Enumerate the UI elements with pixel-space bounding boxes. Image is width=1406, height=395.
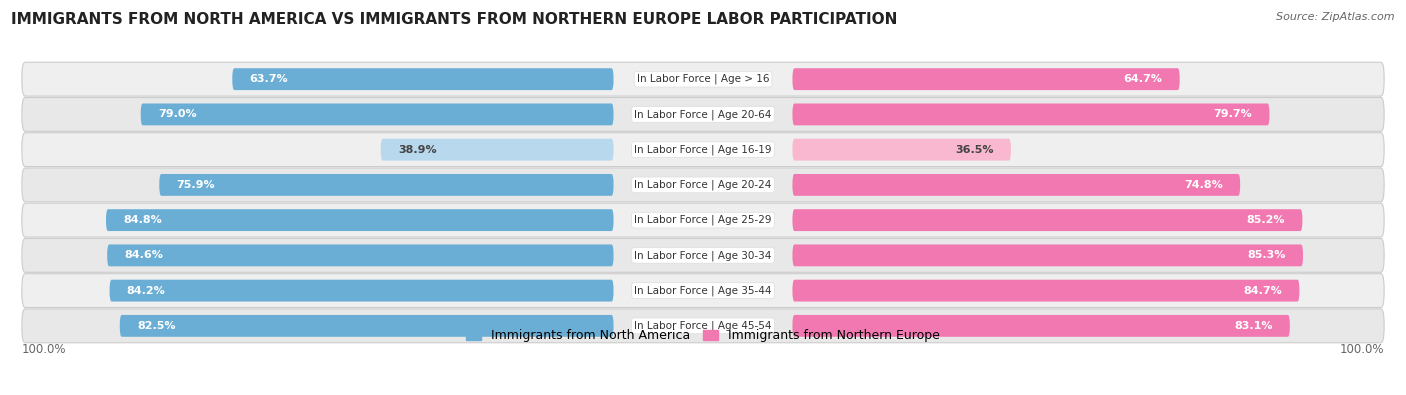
Text: 84.2%: 84.2%	[127, 286, 166, 295]
FancyBboxPatch shape	[793, 174, 1240, 196]
FancyBboxPatch shape	[107, 245, 613, 266]
Text: 84.8%: 84.8%	[124, 215, 162, 225]
Text: In Labor Force | Age 30-34: In Labor Force | Age 30-34	[634, 250, 772, 261]
Text: 85.2%: 85.2%	[1247, 215, 1285, 225]
Text: Source: ZipAtlas.com: Source: ZipAtlas.com	[1277, 12, 1395, 22]
Text: 84.7%: 84.7%	[1243, 286, 1282, 295]
FancyBboxPatch shape	[110, 280, 613, 301]
FancyBboxPatch shape	[141, 103, 613, 125]
FancyBboxPatch shape	[793, 315, 1289, 337]
Text: 84.6%: 84.6%	[124, 250, 163, 260]
FancyBboxPatch shape	[120, 315, 613, 337]
FancyBboxPatch shape	[22, 274, 1384, 308]
Text: 38.9%: 38.9%	[398, 145, 436, 155]
Text: 100.0%: 100.0%	[1340, 343, 1384, 356]
Text: IMMIGRANTS FROM NORTH AMERICA VS IMMIGRANTS FROM NORTHERN EUROPE LABOR PARTICIPA: IMMIGRANTS FROM NORTH AMERICA VS IMMIGRA…	[11, 12, 897, 27]
Text: 79.7%: 79.7%	[1213, 109, 1253, 119]
FancyBboxPatch shape	[105, 209, 613, 231]
FancyBboxPatch shape	[232, 68, 613, 90]
FancyBboxPatch shape	[793, 209, 1302, 231]
FancyBboxPatch shape	[793, 280, 1299, 301]
FancyBboxPatch shape	[22, 309, 1384, 343]
Legend: Immigrants from North America, Immigrants from Northern Europe: Immigrants from North America, Immigrant…	[461, 324, 945, 347]
Text: 100.0%: 100.0%	[22, 343, 66, 356]
FancyBboxPatch shape	[793, 139, 1011, 161]
Text: 36.5%: 36.5%	[955, 145, 994, 155]
Text: In Labor Force | Age 16-19: In Labor Force | Age 16-19	[634, 145, 772, 155]
Text: 79.0%: 79.0%	[157, 109, 197, 119]
FancyBboxPatch shape	[22, 203, 1384, 237]
Text: 63.7%: 63.7%	[249, 74, 288, 84]
Text: In Labor Force | Age 20-64: In Labor Force | Age 20-64	[634, 109, 772, 120]
FancyBboxPatch shape	[159, 174, 613, 196]
FancyBboxPatch shape	[22, 133, 1384, 167]
FancyBboxPatch shape	[793, 103, 1270, 125]
FancyBboxPatch shape	[22, 168, 1384, 202]
Text: 83.1%: 83.1%	[1234, 321, 1272, 331]
FancyBboxPatch shape	[793, 68, 1180, 90]
FancyBboxPatch shape	[22, 239, 1384, 272]
Text: In Labor Force | Age 45-54: In Labor Force | Age 45-54	[634, 321, 772, 331]
FancyBboxPatch shape	[381, 139, 613, 161]
Text: In Labor Force | Age 20-24: In Labor Force | Age 20-24	[634, 180, 772, 190]
FancyBboxPatch shape	[22, 62, 1384, 96]
FancyBboxPatch shape	[22, 98, 1384, 131]
Text: 64.7%: 64.7%	[1123, 74, 1163, 84]
Text: In Labor Force | Age > 16: In Labor Force | Age > 16	[637, 74, 769, 85]
Text: 82.5%: 82.5%	[136, 321, 176, 331]
Text: 75.9%: 75.9%	[176, 180, 215, 190]
Text: 85.3%: 85.3%	[1247, 250, 1286, 260]
Text: In Labor Force | Age 35-44: In Labor Force | Age 35-44	[634, 285, 772, 296]
FancyBboxPatch shape	[793, 245, 1303, 266]
Text: 74.8%: 74.8%	[1184, 180, 1223, 190]
Text: In Labor Force | Age 25-29: In Labor Force | Age 25-29	[634, 215, 772, 226]
